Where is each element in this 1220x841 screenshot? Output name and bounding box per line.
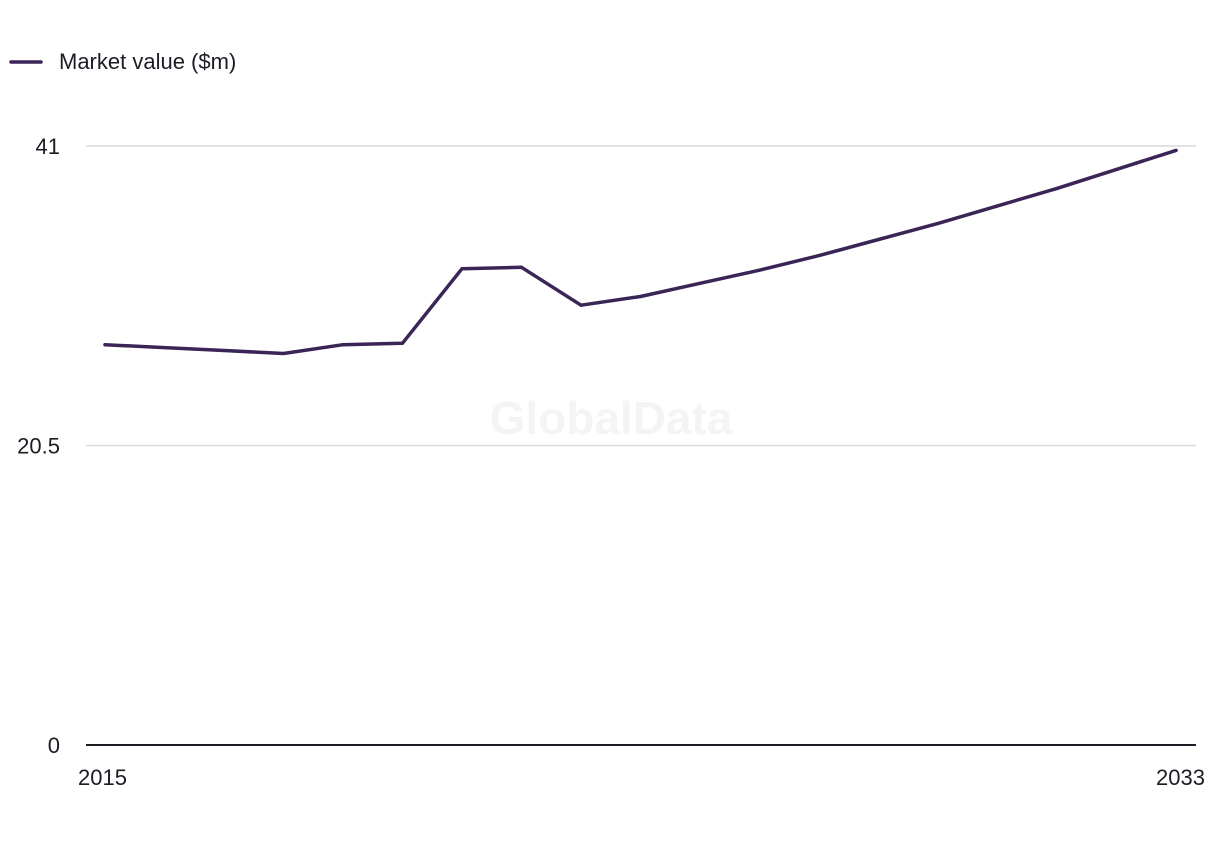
data-point (757, 268, 762, 272)
y-tick-label: 20.5 (17, 434, 60, 459)
grid-lines (86, 145, 1196, 447)
y-tick-label: 0 (48, 733, 60, 758)
data-point (222, 348, 226, 353)
legend-label: Market value ($m) (59, 49, 236, 74)
legend: Market value ($m) (9, 49, 236, 74)
data-point (1055, 186, 1059, 190)
data-point (936, 221, 940, 226)
data-point (281, 351, 286, 356)
data-point (817, 253, 821, 258)
watermark-layer: GlobalData (490, 392, 733, 444)
data-point (1114, 167, 1119, 171)
data-point (519, 265, 524, 269)
data-point (579, 303, 583, 307)
watermark: GlobalData (490, 392, 733, 444)
data-point (876, 237, 881, 242)
data-point (103, 343, 107, 347)
data-point (698, 281, 702, 285)
series-layer (103, 148, 1178, 356)
series-line (103, 148, 1178, 356)
data-point (1174, 148, 1178, 152)
data-point (995, 204, 1000, 208)
data-point (638, 294, 643, 299)
data-point (162, 346, 167, 350)
y-tick-label: 41 (36, 134, 60, 159)
axes: 0 20.5 41 2015 2033 (17, 134, 1205, 790)
data-point (400, 341, 405, 345)
data-point (460, 267, 464, 271)
x-tick-label: 2033 (1156, 765, 1205, 790)
data-point (341, 343, 345, 347)
x-tick-label: 2015 (78, 765, 127, 790)
